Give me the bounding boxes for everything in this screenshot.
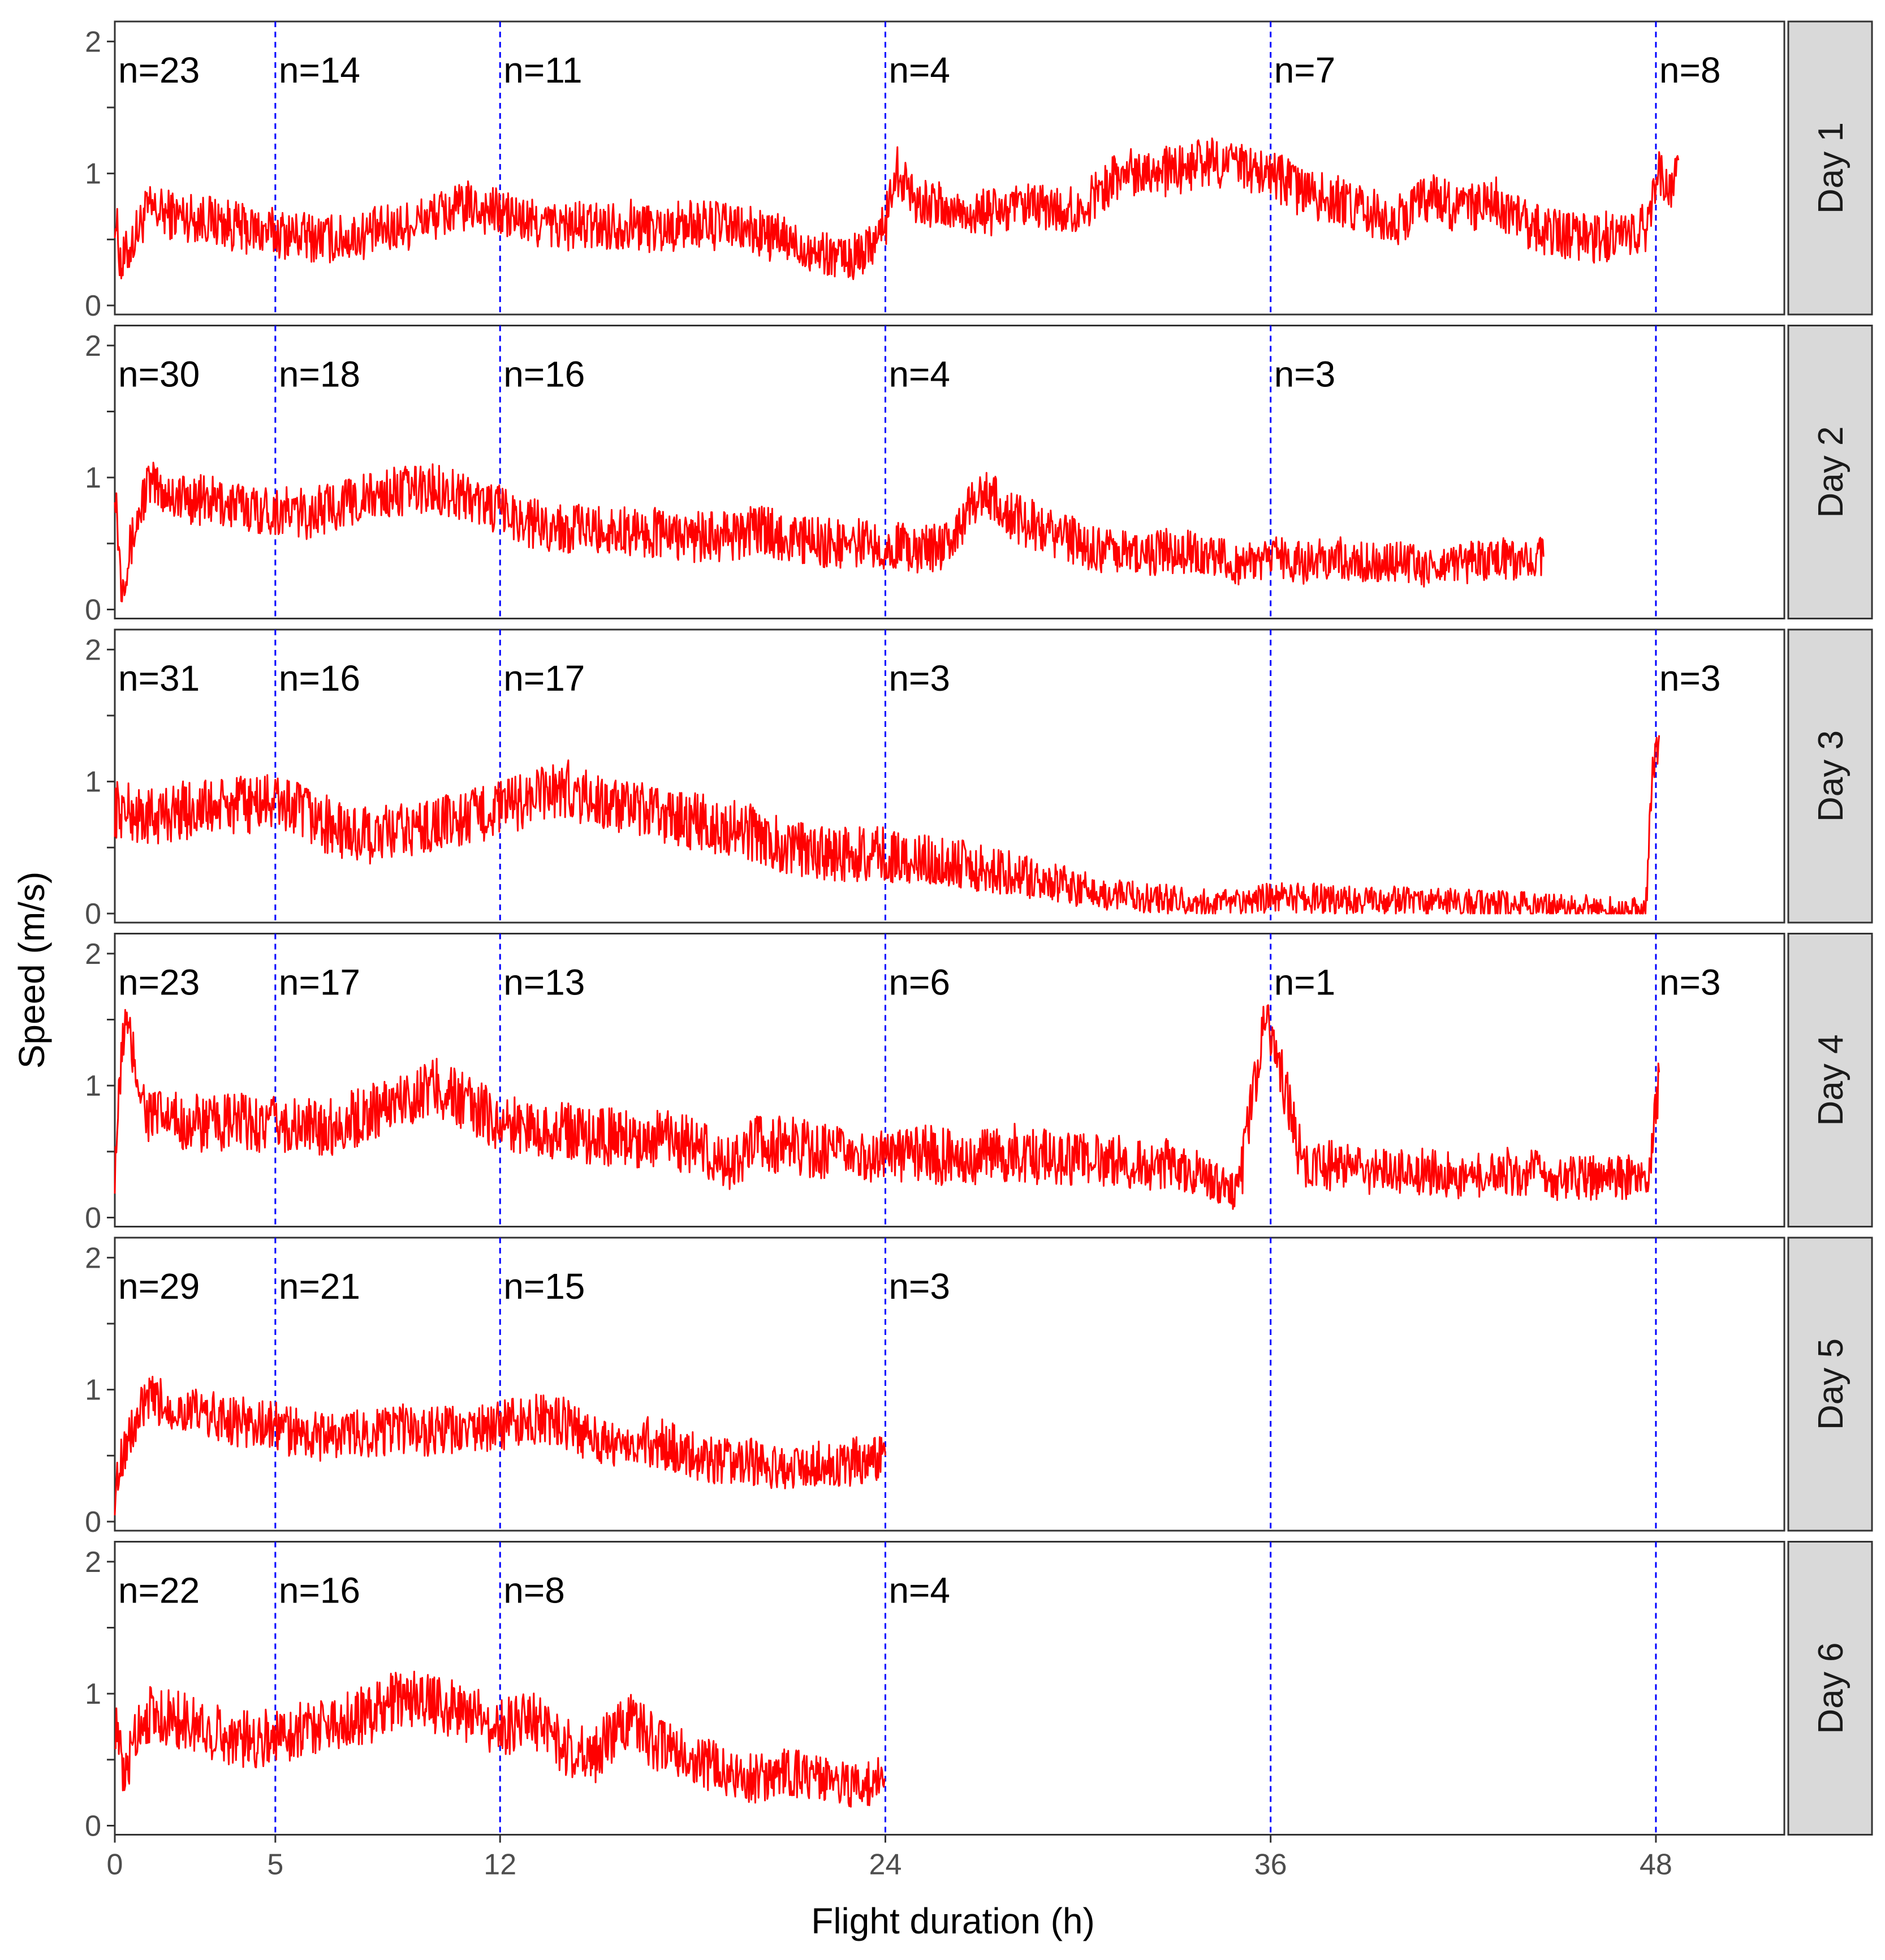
y-tick-label: 1 xyxy=(85,766,101,799)
x-tick-label: 24 xyxy=(869,1849,902,1881)
panel-frame xyxy=(114,1237,1785,1532)
y-tick-label: 2 xyxy=(85,634,101,666)
speed-series-line xyxy=(114,137,1680,281)
x-tick-label: 0 xyxy=(107,1849,123,1881)
count-label: n=21 xyxy=(279,1266,360,1307)
facet-strip xyxy=(1787,933,1873,1227)
facet-strip xyxy=(1787,628,1873,924)
y-tick-label: 2 xyxy=(85,938,101,971)
y-tick-label: 0 xyxy=(85,1810,101,1843)
count-label: n=3 xyxy=(1274,354,1336,395)
panel-1: 0 1 2 n=23 n=14 n=11 n=4 n=7 n=8 Day 1 xyxy=(85,20,1873,322)
count-label: n=8 xyxy=(503,1570,565,1611)
facet-strip xyxy=(1787,20,1873,316)
x-tick-label: 12 xyxy=(484,1849,516,1881)
count-label: n=11 xyxy=(503,50,582,91)
y-tick-label: 0 xyxy=(85,1202,101,1235)
panel-3: 0 1 2 n=31 n=16 n=17 n=3 n=3 Day 3 xyxy=(85,628,1873,931)
facet-strip xyxy=(1787,1237,1873,1532)
y-tick-label: 1 xyxy=(85,1678,101,1711)
count-label: n=4 xyxy=(888,354,950,395)
y-tick-label: 2 xyxy=(85,1546,101,1579)
count-label: n=8 xyxy=(1659,50,1721,91)
speed-series-line xyxy=(114,1670,886,1808)
count-label: n=1 xyxy=(1274,962,1336,1003)
speed-series-line xyxy=(114,1004,1660,1210)
count-label: n=29 xyxy=(118,1266,200,1307)
y-tick-label: 1 xyxy=(85,158,101,191)
y-tick-label: 2 xyxy=(85,25,101,58)
y-tick-label: 0 xyxy=(85,594,101,627)
count-label: n=22 xyxy=(118,1570,200,1611)
panel-6: 0 1 2 n=22 n=16 n=8 n=4 Day 6 xyxy=(85,1541,1873,1843)
panel-4: 0 1 2 n=23 n=17 n=13 n=6 n=1 n=3 Day 4 xyxy=(85,933,1873,1235)
count-label: n=3 xyxy=(1659,658,1721,699)
panel-frame xyxy=(114,20,1785,316)
count-label: n=13 xyxy=(503,962,585,1003)
count-label: n=17 xyxy=(279,962,360,1003)
facet-strip-label: Day 2 xyxy=(1811,427,1851,518)
panel-5: 0 1 2 n=29 n=21 n=15 n=3 Day 5 xyxy=(85,1237,1873,1539)
count-label: n=4 xyxy=(888,1570,950,1611)
x-axis-title: Flight duration (h) xyxy=(811,1901,1095,1941)
speed-series-line xyxy=(114,1376,886,1515)
count-label: n=6 xyxy=(888,962,950,1003)
count-label: n=23 xyxy=(118,962,200,1003)
y-axis-title: Speed (m/s) xyxy=(11,872,52,1069)
x-tick-label: 36 xyxy=(1254,1849,1287,1881)
count-label: n=16 xyxy=(279,658,360,699)
y-tick-label: 0 xyxy=(85,898,101,931)
facet-strip-label: Day 1 xyxy=(1811,122,1851,214)
x-axis: 0 5 12 24 36 48 xyxy=(107,1834,1672,1881)
y-tick-label: 1 xyxy=(85,1374,101,1407)
facet-strip-label: Day 5 xyxy=(1811,1338,1851,1430)
facet-strip xyxy=(1787,325,1873,619)
count-label: n=17 xyxy=(503,658,585,699)
panel-2: 0 1 2 n=30 n=18 n=16 n=4 n=3 Day 2 xyxy=(85,325,1873,627)
count-label: n=4 xyxy=(888,50,950,91)
y-tick-label: 1 xyxy=(85,1070,101,1102)
x-tick-label: 48 xyxy=(1640,1849,1672,1881)
facet-strip-label: Day 6 xyxy=(1811,1643,1851,1734)
x-tick-label: 5 xyxy=(267,1849,283,1881)
count-label: n=3 xyxy=(888,1266,950,1307)
count-label: n=3 xyxy=(888,658,950,699)
count-label: n=31 xyxy=(118,658,200,699)
count-label: n=3 xyxy=(1659,962,1721,1003)
count-label: n=18 xyxy=(279,354,360,395)
y-tick-label: 2 xyxy=(85,1242,101,1274)
count-label: n=16 xyxy=(279,1570,360,1611)
speed-series-line xyxy=(114,735,1660,915)
count-label: n=14 xyxy=(279,50,360,91)
facet-strip xyxy=(1787,1541,1873,1836)
y-tick-label: 0 xyxy=(85,290,101,322)
facet-strip-label: Day 4 xyxy=(1811,1035,1851,1126)
y-tick-label: 1 xyxy=(85,462,101,494)
y-tick-label: 2 xyxy=(85,330,101,363)
speed-series-line xyxy=(114,462,1545,602)
y-tick-label: 0 xyxy=(85,1506,101,1539)
count-label: n=23 xyxy=(118,50,200,91)
count-label: n=7 xyxy=(1274,50,1336,91)
count-label: n=16 xyxy=(503,354,585,395)
facet-strip-label: Day 3 xyxy=(1811,730,1851,822)
count-label: n=30 xyxy=(118,354,200,395)
count-label: n=15 xyxy=(503,1266,585,1307)
